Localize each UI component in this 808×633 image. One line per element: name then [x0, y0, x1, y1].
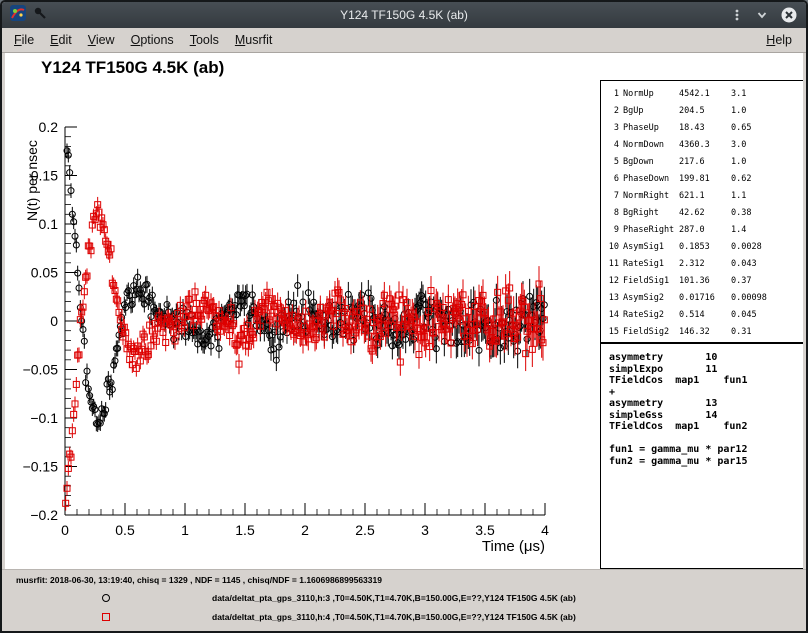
- menubar-items: File Edit View Options Tools Musrfit: [6, 30, 280, 50]
- param-row: 14 RateSig2 0.514 0.045: [608, 310, 757, 320]
- svg-text:0.15: 0.15: [31, 168, 58, 184]
- window-title: Y124 TF150G 4.5K (ab): [340, 8, 468, 22]
- titlebar[interactable]: Y124 TF150G 4.5K (ab): [2, 2, 806, 28]
- close-icon[interactable]: [780, 6, 798, 24]
- theory-line: [609, 433, 803, 445]
- param-row: 8 BgRight 42.62 0.38: [613, 208, 752, 218]
- svg-text:1.5: 1.5: [235, 522, 255, 538]
- menu-edit[interactable]: Edit: [50, 33, 72, 47]
- theory-line: fun2 = gamma_mu * par15: [609, 455, 748, 467]
- fit-info: musrfit: 2018-06-30, 13:19:40, chisq = 1…: [16, 575, 382, 585]
- svg-text:Time (μs): Time (μs): [482, 538, 545, 555]
- svg-text:1: 1: [181, 522, 189, 538]
- window-menu-icon[interactable]: [730, 8, 744, 22]
- menu-options[interactable]: Options: [130, 33, 174, 47]
- svg-text:3.5: 3.5: [475, 522, 495, 538]
- menu-musrfit[interactable]: Musrfit: [234, 33, 273, 47]
- legend-marker-circle-icon: [102, 594, 110, 602]
- legend-text: data/deltat_pta_gps_3110,h:3 ,T0=4.50K,T…: [212, 593, 576, 603]
- svg-text:0.5: 0.5: [115, 522, 135, 538]
- theory-line: TFieldCos map1 fun2: [609, 421, 748, 432]
- pin-icon[interactable]: [33, 6, 47, 25]
- root-canvas[interactable]: Y124 TF150G 4.5K (ab) 0.2 0.15 0.1 0.05 0 −0.…: [5, 53, 803, 569]
- minimize-icon[interactable]: [755, 8, 769, 22]
- theory-line: +: [609, 386, 616, 398]
- svg-text:−0.05: −0.05: [23, 362, 59, 378]
- theory-box: asymmetry 10 simplExpo 11 TFieldCos map1 f…: [600, 343, 803, 569]
- param-table: 1 NormUp 4542.1 3.1 2 BgUp 204.5 1.0 3 PhaseUp 18.…: [607, 86, 803, 341]
- status-area: musrfit: 2018-06-30, 13:19:40, chisq = 1…: [2, 569, 806, 631]
- param-row: 9 PhaseRight 287.0 1.4: [613, 225, 747, 235]
- param-row: 1 NormUp 4542.1 3.1: [613, 89, 747, 99]
- param-row: 5 BgDown 217.6 1.0: [613, 157, 747, 167]
- menu-view[interactable]: View: [87, 33, 115, 47]
- legend-row: data/deltat_pta_gps_3110,h:3 ,T0=4.50K,T…: [2, 591, 806, 607]
- param-row: 15 FieldSig2 146.32 0.31: [608, 327, 752, 337]
- menu-file[interactable]: File: [14, 33, 35, 47]
- param-row: 6 PhaseDown 199.81 0.62: [613, 174, 752, 184]
- legend-text: data/deltat_pta_gps_3110,h:4 ,T0=4.50K,T…: [212, 612, 576, 622]
- app-icon: [10, 4, 26, 26]
- svg-text:2: 2: [301, 522, 309, 538]
- musr-plot[interactable]: 0.20.150.10.050−0.05−0.1−0.15−0.20 0.5 1 1.…: [15, 109, 600, 567]
- param-row: 13 AsymSig2 0.01716 0.00098: [608, 293, 767, 303]
- svg-text:2.5: 2.5: [355, 522, 375, 538]
- param-row: 10 AsymSig1 0.1853 0.0028: [608, 242, 762, 252]
- svg-text:0.2: 0.2: [39, 119, 59, 135]
- menubar: File Edit View Options Tools Musrfit Help: [2, 28, 806, 53]
- svg-text:0.1: 0.1: [39, 216, 59, 232]
- legend-row: data/deltat_pta_gps_3110,h:4 ,T0=4.50K,T…: [2, 610, 806, 626]
- param-row: 3 PhaseUp 18.43 0.65: [613, 123, 752, 133]
- parameter-box: 1 NormUp 4542.1 3.1 2 BgUp 204.5 1.0 3 PhaseUp 18.…: [600, 80, 803, 343]
- svg-text:0.05: 0.05: [31, 265, 58, 281]
- theory-line: TFieldCos map1 fun1: [609, 375, 748, 386]
- theory-line: asymmetry 13: [609, 398, 718, 409]
- param-row: 4 NormDown 4360.3 3.0: [613, 140, 747, 150]
- theory-line: simplExpo 11: [609, 363, 718, 375]
- svg-text:−0.15: −0.15: [23, 459, 59, 475]
- menu-help-slot: Help: [758, 33, 802, 47]
- param-row: 11 RateSig1 2.312 0.043: [608, 259, 757, 269]
- theory-line: fun1 = gamma_mu * par12: [609, 444, 748, 455]
- menu-help[interactable]: Help: [766, 33, 792, 47]
- svg-text:3: 3: [421, 522, 429, 538]
- svg-text:0: 0: [50, 313, 58, 329]
- svg-text:0: 0: [61, 522, 69, 538]
- param-row: 2 BgUp 204.5 1.0: [613, 106, 747, 116]
- svg-text:−0.1: −0.1: [30, 410, 58, 426]
- param-row: 12 FieldSig1 101.36 0.37: [608, 276, 752, 286]
- legend-marker-square-icon: [102, 613, 110, 621]
- param-row: 7 NormRight 621.1 1.1: [613, 191, 747, 201]
- svg-text:N(t) per nsec: N(t) per nsec: [24, 140, 40, 221]
- plot-title: Y124 TF150G 4.5K (ab): [41, 58, 225, 77]
- svg-text:−0.2: −0.2: [30, 507, 58, 523]
- menu-tools[interactable]: Tools: [189, 33, 219, 47]
- theory-line: simpleGss 14: [609, 409, 718, 421]
- theory-line: asymmetry 10: [609, 352, 718, 363]
- svg-text:4: 4: [541, 522, 549, 538]
